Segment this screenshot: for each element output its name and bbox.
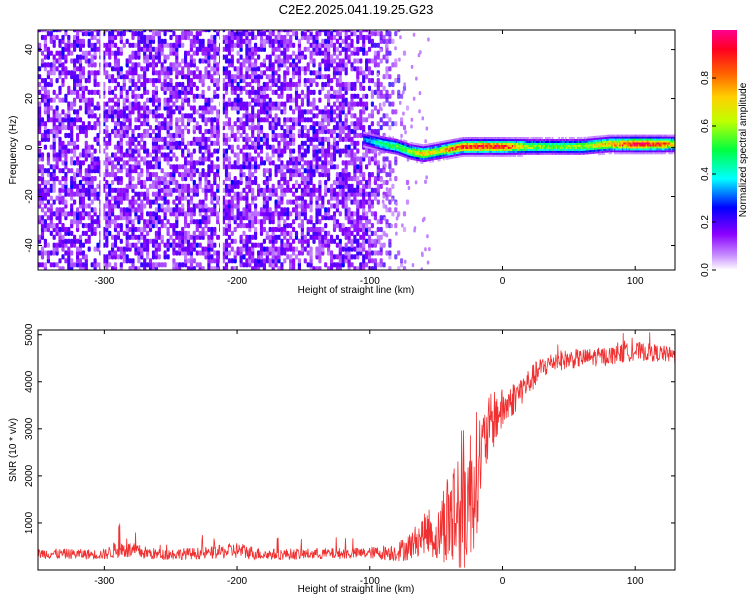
- snr-series-line: [38, 332, 675, 567]
- chart-title: C2E2.2025.041.19.25.G23: [279, 2, 434, 17]
- colorbar-tick-label: 0.6: [700, 119, 711, 133]
- colorbar: 0.0 0.2 0.4 0.6 0.8 Normalized spectral ampl…: [700, 30, 749, 277]
- bottom-y-tick-label: 5000: [24, 323, 35, 346]
- top-x-tick-label: -300: [94, 276, 114, 287]
- colorbar-tick-label: 0.2: [700, 215, 711, 229]
- top-y-tick-label: -40: [24, 238, 35, 253]
- top-y-tick-label: 40: [24, 44, 35, 56]
- bottom-y-tick-label: 4000: [24, 370, 35, 393]
- top-y-tick-label: -20: [24, 189, 35, 204]
- data-gap: [220, 30, 223, 270]
- bottom-y-tick-label: 3000: [24, 417, 35, 440]
- colorbar-tick-label: 0.8: [700, 71, 711, 85]
- bottom-y-tick-label: 2000: [24, 464, 35, 487]
- top-y-axis-label: Frequency (Hz): [8, 116, 19, 185]
- bottom-x-tick-label: -200: [227, 576, 247, 587]
- bottom-x-axis-label: Height of straight line (km): [298, 584, 415, 595]
- data-gap: [100, 30, 103, 270]
- bottom-y-axis-label: SNR (10 * v/v): [8, 418, 19, 482]
- bottom-x-tick-label: -300: [94, 576, 114, 587]
- colorbar-tick-label: 0.4: [700, 167, 711, 181]
- bottom-y-tick-label: 1000: [24, 511, 35, 534]
- colorbar-label: Normalized spectral amplitude: [738, 82, 749, 217]
- top-y-tick-label: 20: [24, 93, 35, 105]
- top-x-tick-label: 0: [500, 276, 506, 287]
- colorbar-scale: [712, 30, 737, 270]
- top-x-tick-label: -200: [227, 276, 247, 287]
- top-y-tick-label: 0: [24, 144, 35, 150]
- bottom-x-tick-label: 100: [627, 576, 644, 587]
- bottom-x-tick-label: 0: [500, 576, 506, 587]
- top-x-tick-label: 100: [627, 276, 644, 287]
- top-x-axis-label: Height of straight line (km): [298, 285, 415, 296]
- colorbar-tick-label: 0.0: [700, 263, 711, 277]
